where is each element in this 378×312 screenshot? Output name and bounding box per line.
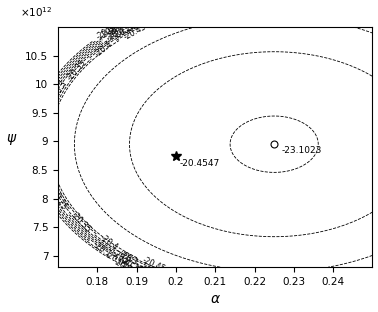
Text: -20.2: -20.2 (111, 249, 132, 267)
Text: -20.05: -20.05 (103, 250, 129, 270)
Text: -20.1: -20.1 (91, 241, 112, 259)
Text: -20.35: -20.35 (70, 210, 93, 234)
Text: -20.1: -20.1 (107, 20, 128, 38)
Text: -20.0: -20.0 (95, 24, 116, 42)
Text: -20.4: -20.4 (98, 234, 119, 252)
Text: $\times 10^{12}$: $\times 10^{12}$ (20, 6, 53, 19)
Text: -20.05: -20.05 (99, 20, 124, 41)
Text: -20.15: -20.15 (119, 255, 144, 275)
Text: -20.45: -20.45 (141, 256, 167, 275)
Text: -20.3: -20.3 (118, 250, 139, 267)
Text: -20.45: -20.45 (122, 22, 148, 41)
Text: -20.15: -20.15 (105, 20, 131, 41)
Text: -20.25: -20.25 (112, 20, 137, 41)
Text: -23.1023: -23.1023 (282, 146, 322, 155)
Text: -20.0: -20.0 (112, 257, 134, 274)
X-axis label: $\alpha$: $\alpha$ (210, 292, 221, 306)
Text: -20.35: -20.35 (65, 58, 88, 83)
Text: -20.2: -20.2 (105, 25, 126, 43)
Text: -20.4547: -20.4547 (180, 159, 220, 168)
Text: -20.3: -20.3 (51, 79, 69, 100)
Y-axis label: $\psi$: $\psi$ (6, 132, 17, 147)
Text: -20.25: -20.25 (48, 187, 68, 212)
Text: -20.4: -20.4 (93, 40, 114, 59)
